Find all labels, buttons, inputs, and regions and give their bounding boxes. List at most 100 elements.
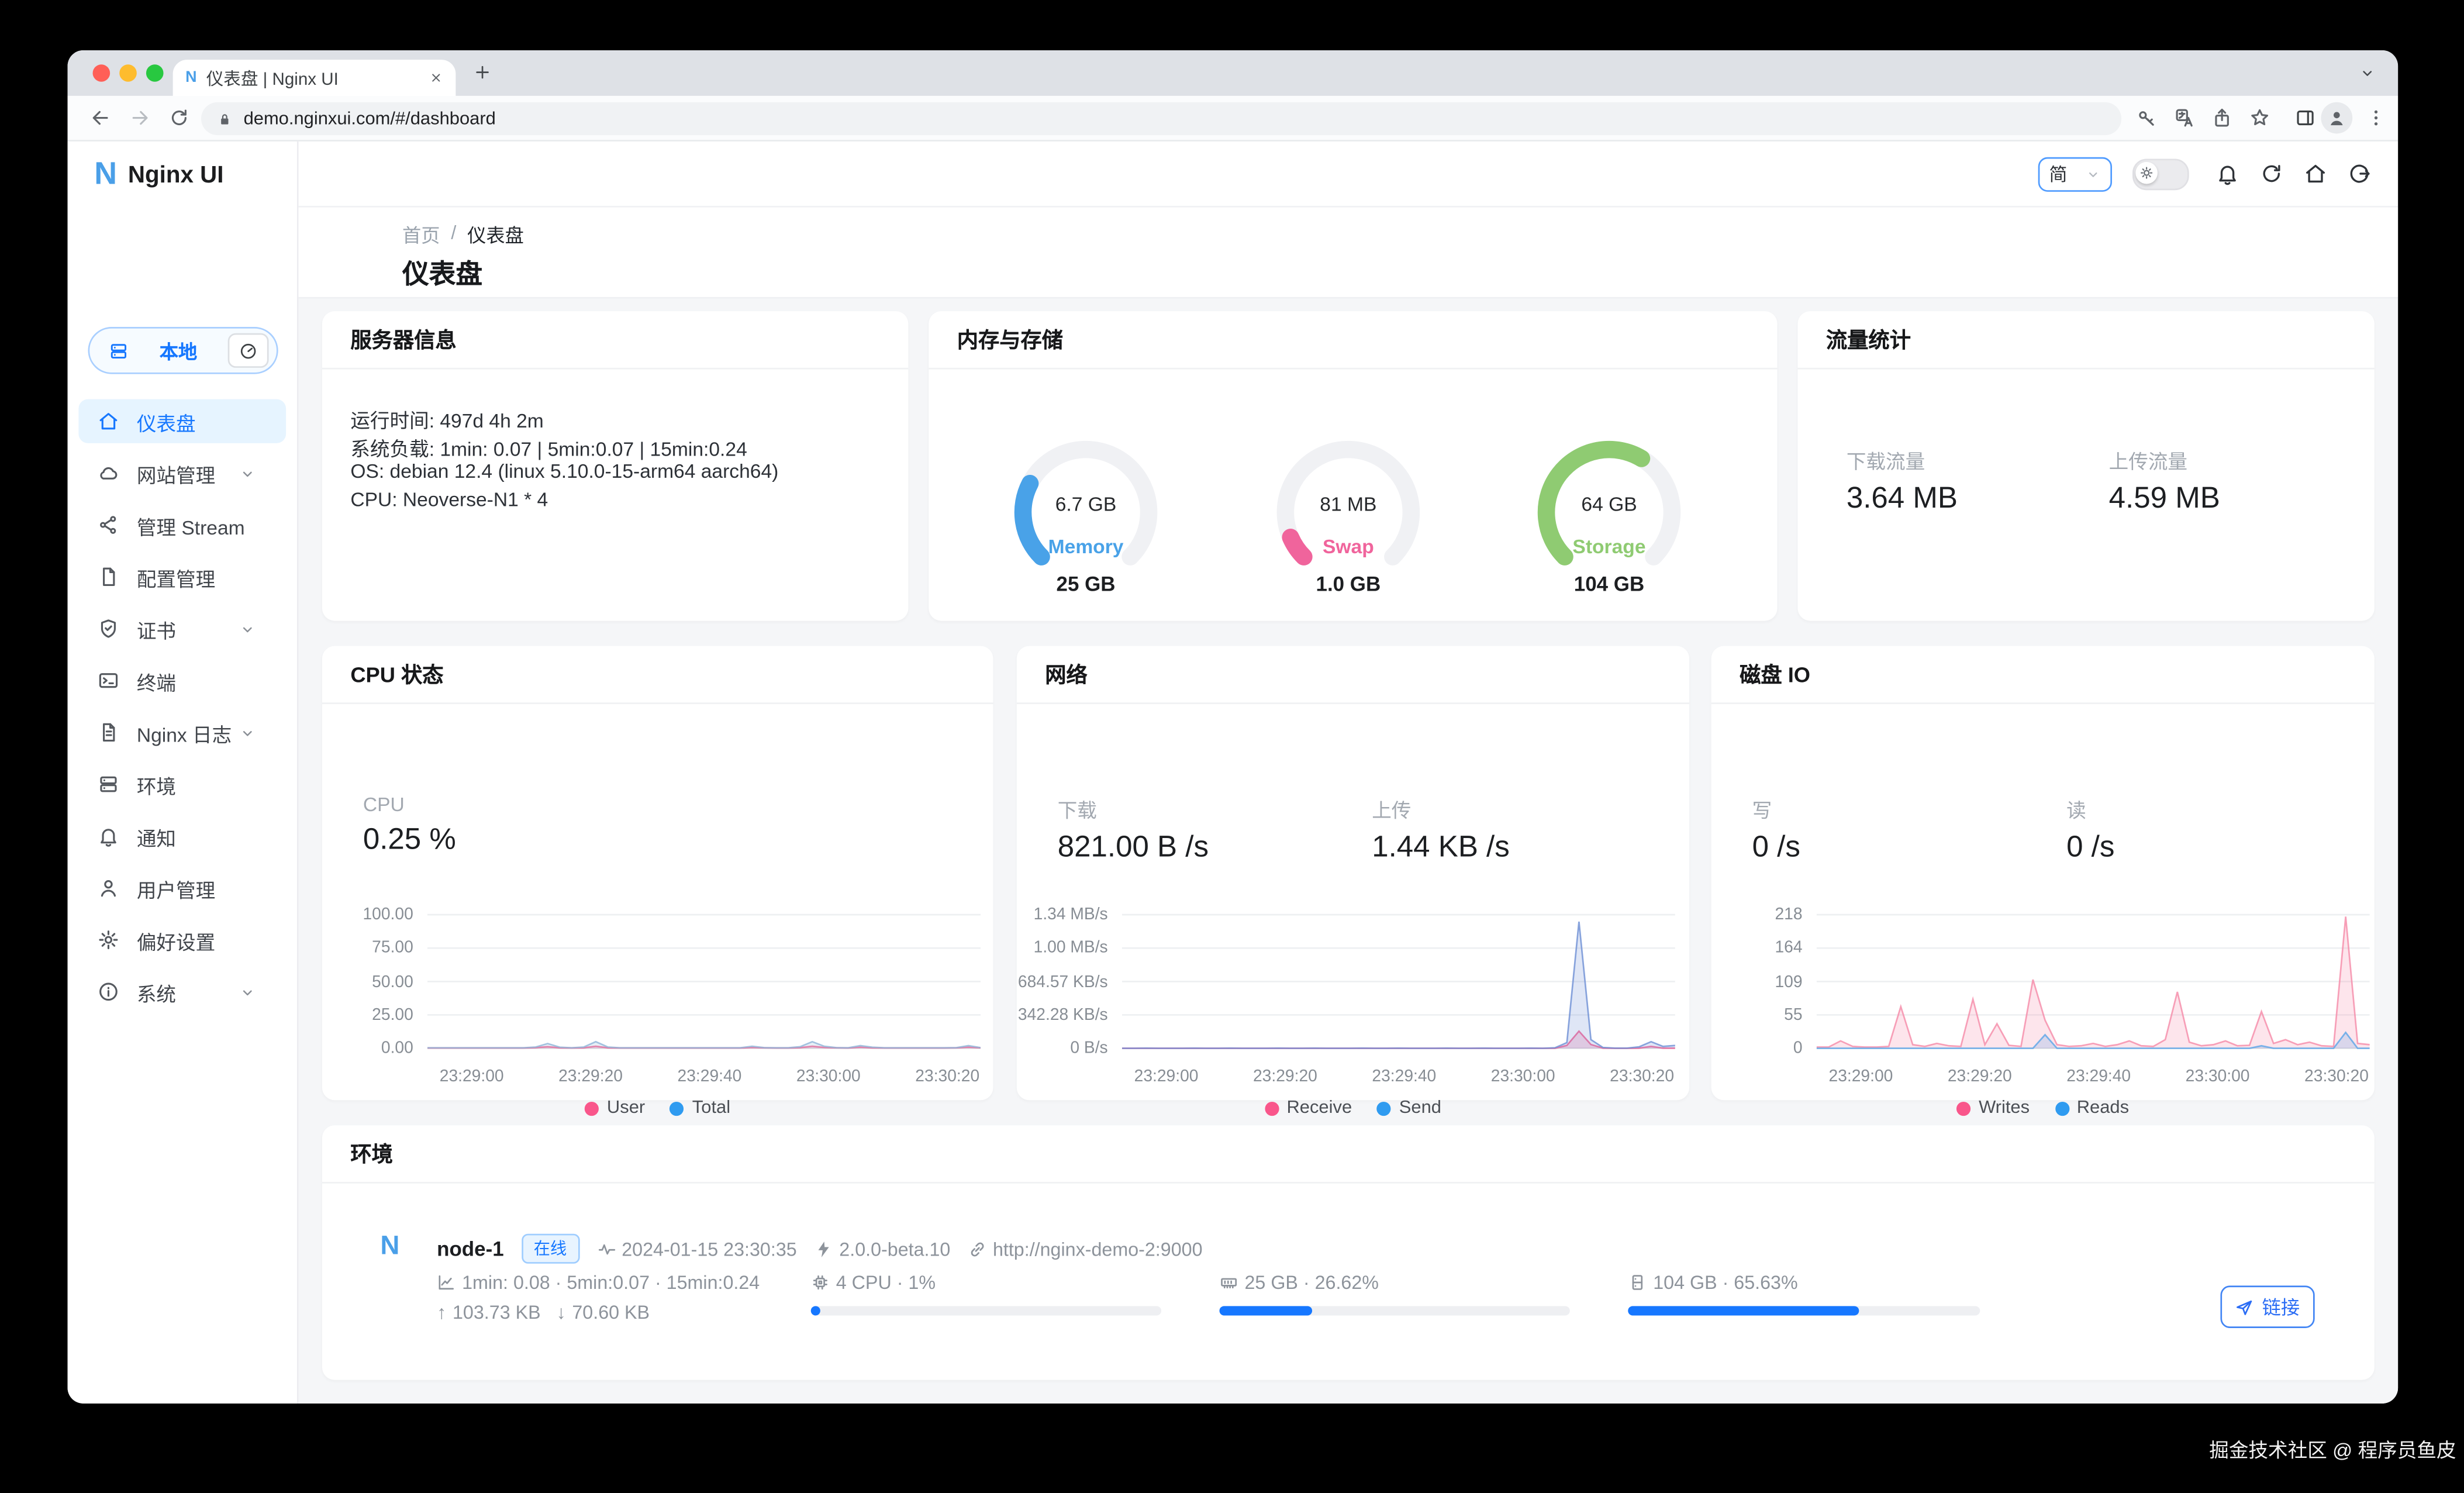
traffic-item-value: 3.64 MB — [1846, 482, 1958, 516]
x-axis-tick: 23:29:40 — [2066, 1067, 2131, 1087]
sidebar-item-5[interactable]: 证书 — [78, 606, 286, 650]
tab-close-icon[interactable] — [429, 71, 443, 85]
back-button[interactable] — [89, 107, 112, 129]
zoom-window-button[interactable] — [146, 64, 164, 82]
sidebar-item-1[interactable]: 仪表盘 — [78, 399, 287, 443]
sidebar-item-8[interactable]: 环境 — [78, 762, 286, 806]
tab-search-chevron-icon[interactable] — [2359, 64, 2376, 82]
traffic-item-value: 4.59 MB — [2108, 482, 2220, 516]
node-cpu-stat: 4 CPU · 1% — [811, 1271, 936, 1294]
new-tab-button[interactable] — [473, 63, 492, 82]
chevron-down-icon — [239, 464, 257, 482]
breadcrumb: 首页 / 仪表盘 — [402, 222, 524, 249]
home-icon — [98, 410, 120, 432]
file-text-icon — [98, 722, 120, 744]
chevron-down-icon — [2085, 166, 2101, 182]
logo-letter: N — [94, 156, 118, 191]
ram-icon — [1220, 1273, 1238, 1292]
x-axis-tick: 23:29:20 — [558, 1067, 623, 1087]
legend-item[interactable]: Total — [670, 1099, 730, 1118]
node-version: 2.0.0-beta.10 — [814, 1237, 950, 1260]
x-axis-tick: 23:29:00 — [1828, 1067, 1893, 1087]
legend-item[interactable]: Reads — [2055, 1099, 2129, 1118]
gauge-label: Memory — [1048, 536, 1124, 558]
sidebar-item-12[interactable]: 系统 — [78, 970, 286, 1013]
legend-item[interactable]: User — [585, 1099, 645, 1118]
server-info-line: OS: debian 12.4 (linux 5.10.0-15-arm64 a… — [350, 460, 779, 483]
notifications-button[interactable] — [2215, 162, 2239, 185]
sidebar-item-11[interactable]: 偏好设置 — [78, 918, 286, 962]
node-avatar: N — [380, 1230, 400, 1261]
chart-stat-label: 写 — [1752, 799, 1772, 822]
chart-plot — [1816, 913, 2370, 1049]
terminal-icon — [98, 670, 120, 692]
logout-button[interactable] — [2348, 162, 2371, 185]
forward-button[interactable] — [129, 107, 151, 129]
traffic-stats-card: 流量统计 下载流量 3.64 MB 上传流量 4.59 MB — [1797, 311, 2375, 621]
sidebar-item-3[interactable]: 管理 Stream — [78, 503, 286, 547]
bookmark-star-icon[interactable] — [2249, 107, 2271, 129]
legend-item[interactable]: Writes — [1956, 1099, 2030, 1118]
sidebar-item-6[interactable]: 终端 — [78, 658, 286, 702]
chart-stat-label: 读 — [2066, 799, 2086, 822]
breadcrumb-home[interactable]: 首页 — [402, 225, 440, 247]
share-icon[interactable] — [2211, 107, 2233, 129]
y-axis-tick: 100.00 — [363, 905, 413, 925]
page-header: 首页 / 仪表盘 仪表盘 — [298, 207, 2399, 299]
chart-stat-label: 上传 — [1372, 799, 1412, 822]
app-logo[interactable]: N Nginx UI — [94, 156, 223, 194]
sun-icon — [2139, 164, 2155, 180]
chart-stat: 写 0 /s — [1752, 794, 1800, 866]
y-axis-tick: 25.00 — [372, 1005, 413, 1025]
node-link-button[interactable]: 链接 — [2220, 1285, 2315, 1328]
gauge-value: 81 MB — [1320, 493, 1377, 516]
file-icon — [98, 566, 120, 588]
close-window-button[interactable] — [92, 64, 111, 82]
language-select[interactable]: 简 — [2038, 156, 2112, 191]
breadcrumb-current: 仪表盘 — [467, 225, 524, 247]
node-url[interactable]: http://nginx-demo-2:9000 — [968, 1237, 1203, 1260]
node-ram-progress — [1219, 1306, 1570, 1316]
server-info-line: 运行时间: 497d 4h 2m — [350, 410, 544, 433]
y-axis-tick: 342.28 KB/s — [1017, 1005, 1108, 1025]
chart-stat-value: 821.00 B /s — [1057, 831, 1209, 865]
legend-item[interactable]: Receive — [1264, 1099, 1352, 1118]
sidebar-item-2[interactable]: 网站管理 — [78, 451, 286, 495]
x-axis-tick: 23:30:00 — [796, 1067, 861, 1087]
browser-tab[interactable]: N 仪表盘 | Nginx UI — [172, 60, 456, 96]
sidebar-item-10[interactable]: 用户管理 — [78, 866, 286, 910]
side-panel-icon[interactable] — [2294, 107, 2317, 129]
theme-toggle[interactable] — [2132, 158, 2189, 189]
chart-legend: Receive Send — [1017, 1099, 1689, 1118]
address-bar[interactable]: demo.nginxui.com/#/dashboard — [201, 102, 2122, 136]
download-arrow: ↓ — [556, 1301, 566, 1323]
home-button[interactable] — [2304, 162, 2327, 185]
y-axis-tick: 0 — [1793, 1039, 1803, 1058]
password-manager-icon[interactable] — [2135, 107, 2158, 129]
reload-button[interactable] — [168, 107, 191, 129]
legend-item[interactable]: Send — [1377, 1099, 1441, 1118]
gauge-icon — [239, 341, 258, 360]
sidebar-item-label: 系统 — [136, 983, 177, 1005]
sidebar-menu: 仪表盘网站管理管理 Stream 配置管理证书终端 Nginx 日志 环境通知用户管理… — [68, 399, 297, 1022]
browser-menu-icon[interactable] — [2365, 107, 2387, 129]
y-axis-tick: 164 — [1775, 939, 1803, 958]
sidebar-item-7[interactable]: Nginx 日志 — [78, 711, 286, 754]
page-title: 仪表盘 — [402, 259, 483, 289]
profile-avatar[interactable] — [2321, 102, 2353, 134]
dashboard-gauge-chip[interactable] — [227, 333, 269, 368]
translate-icon[interactable] — [2173, 107, 2196, 129]
minimize-window-button[interactable] — [119, 64, 137, 82]
sidebar-item-label: 证书 — [136, 620, 177, 642]
y-axis-tick: 75.00 — [372, 939, 413, 958]
x-axis-tick: 23:29:40 — [1372, 1067, 1437, 1087]
disk-io-chart-card-title: 磁盘 IO — [1711, 646, 2375, 704]
tab-title: 仪表盘 | Nginx UI — [206, 70, 339, 89]
sidebar-item-9[interactable]: 通知 — [78, 814, 286, 858]
app-refresh-button[interactable] — [2260, 162, 2283, 185]
sidebar-item-4[interactable]: 配置管理 — [78, 555, 286, 599]
environment-selector[interactable]: 本地 — [88, 327, 278, 374]
traffic-item-label: 下载流量 — [1846, 451, 1925, 473]
cpu-chart-card: CPU 状态 CPU 0.25 % 100.00 75.00 50.00 25.00 0.0… — [322, 646, 993, 1118]
gear-icon — [98, 929, 120, 951]
